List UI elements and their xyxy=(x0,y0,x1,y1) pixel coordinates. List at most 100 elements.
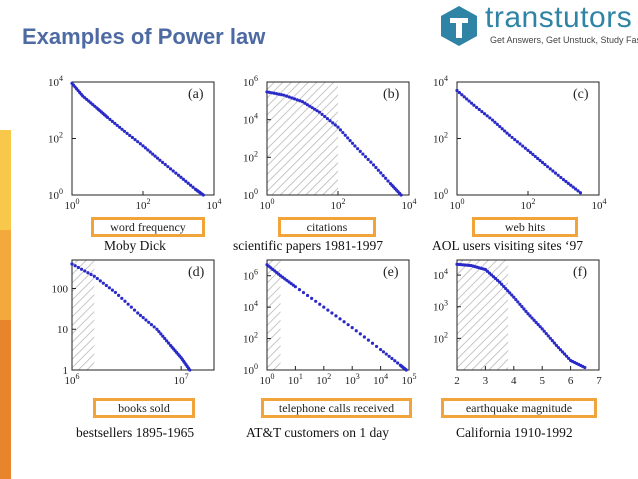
x-tick-label: 5 xyxy=(539,375,545,387)
data-point xyxy=(141,144,145,148)
data-point xyxy=(160,160,165,164)
data-point xyxy=(513,137,517,142)
data-point xyxy=(358,332,362,336)
data-point xyxy=(534,320,538,324)
data-point xyxy=(502,129,507,133)
data-point xyxy=(290,96,294,100)
data-point xyxy=(113,290,118,295)
data-point xyxy=(101,281,105,285)
xlabel-box-d: books sold xyxy=(93,398,195,418)
data-point xyxy=(167,341,171,345)
panel-letter: (a) xyxy=(188,87,204,102)
y-tick-label: 103 xyxy=(433,299,448,314)
chart-panel-c: (c) 100 102 104 100 102 104 xyxy=(425,70,607,235)
data-point xyxy=(550,339,554,343)
data-point xyxy=(482,112,487,116)
data-point xyxy=(159,332,163,336)
data-point xyxy=(267,90,272,94)
transtutors-logo[interactable]: transtutors Get Answers, Get Unstuck, St… xyxy=(437,1,638,48)
data-point xyxy=(287,95,291,99)
data-point xyxy=(506,289,510,293)
data-point xyxy=(79,267,84,271)
data-point xyxy=(353,144,357,148)
data-point xyxy=(493,120,497,124)
panel-letter: (e) xyxy=(383,265,399,280)
data-point xyxy=(469,101,474,105)
data-point xyxy=(498,124,502,129)
data-point xyxy=(315,109,319,113)
data-point xyxy=(144,318,148,322)
y-tick-label: 104 xyxy=(433,74,448,89)
data-point xyxy=(500,127,504,131)
data-point xyxy=(318,302,322,306)
data-point xyxy=(310,296,314,300)
xlabel-box-a: word frequency xyxy=(91,217,205,237)
x-tick-label: 104 xyxy=(373,372,388,387)
data-point xyxy=(480,110,484,114)
data-point xyxy=(136,311,140,315)
data-point xyxy=(524,309,528,313)
data-point xyxy=(485,114,489,118)
data-point xyxy=(522,307,526,311)
data-point xyxy=(292,97,297,101)
x-tick-label: 102 xyxy=(521,197,536,212)
data-point xyxy=(374,165,378,170)
data-point xyxy=(504,286,508,291)
data-point xyxy=(369,160,373,164)
data-point xyxy=(371,163,376,167)
data-point xyxy=(301,290,306,295)
y-tick-label: 100 xyxy=(52,283,69,295)
data-point xyxy=(531,152,535,157)
data-point xyxy=(571,185,575,189)
data-point xyxy=(467,99,471,103)
x-tick-label: 104 xyxy=(592,197,607,212)
data-point xyxy=(510,135,514,140)
data-point xyxy=(158,158,162,162)
data-point xyxy=(138,142,142,146)
caption-d: bestsellers 1895-1965 xyxy=(76,425,195,440)
data-point xyxy=(393,359,397,363)
data-point xyxy=(361,152,365,156)
data-point xyxy=(328,119,332,123)
x-tick-label: 103 xyxy=(345,372,360,387)
data-point xyxy=(536,156,540,161)
plot-frame xyxy=(71,259,215,371)
data-point xyxy=(155,327,159,331)
plot-frame xyxy=(266,259,410,371)
data-point xyxy=(279,93,284,97)
data-point xyxy=(113,121,117,125)
data-point xyxy=(540,327,544,331)
caption-a: Moby Dick xyxy=(104,238,166,253)
logo-mark-icon xyxy=(441,6,477,46)
data-point xyxy=(122,129,127,133)
data-point xyxy=(576,189,580,193)
x-tick-label: 107 xyxy=(174,372,189,387)
data-point xyxy=(176,173,181,177)
data-point xyxy=(188,183,193,187)
data-point xyxy=(559,175,563,180)
data-point xyxy=(523,146,527,150)
data-point xyxy=(132,308,137,312)
data-point xyxy=(98,279,102,283)
data-point xyxy=(191,185,195,189)
data-point xyxy=(552,341,556,345)
data-point xyxy=(569,183,573,187)
data-point xyxy=(265,90,269,94)
slide-title: Examples of Power law xyxy=(22,24,266,49)
data-point xyxy=(366,157,370,162)
data-point xyxy=(165,339,169,343)
data-point xyxy=(548,336,552,340)
data-point xyxy=(323,114,327,119)
data-point xyxy=(488,116,492,120)
x-tick-label: 3 xyxy=(483,375,489,387)
data-point xyxy=(336,125,340,129)
data-point xyxy=(108,117,112,121)
data-point xyxy=(147,320,151,324)
data-point xyxy=(558,348,563,352)
data-point xyxy=(104,283,108,288)
data-point xyxy=(521,144,525,148)
data-point xyxy=(184,179,188,183)
data-point xyxy=(149,323,154,327)
chart-f-plot: (f) 2 3 4 5 6 7 102 103 104 xyxy=(433,259,602,387)
